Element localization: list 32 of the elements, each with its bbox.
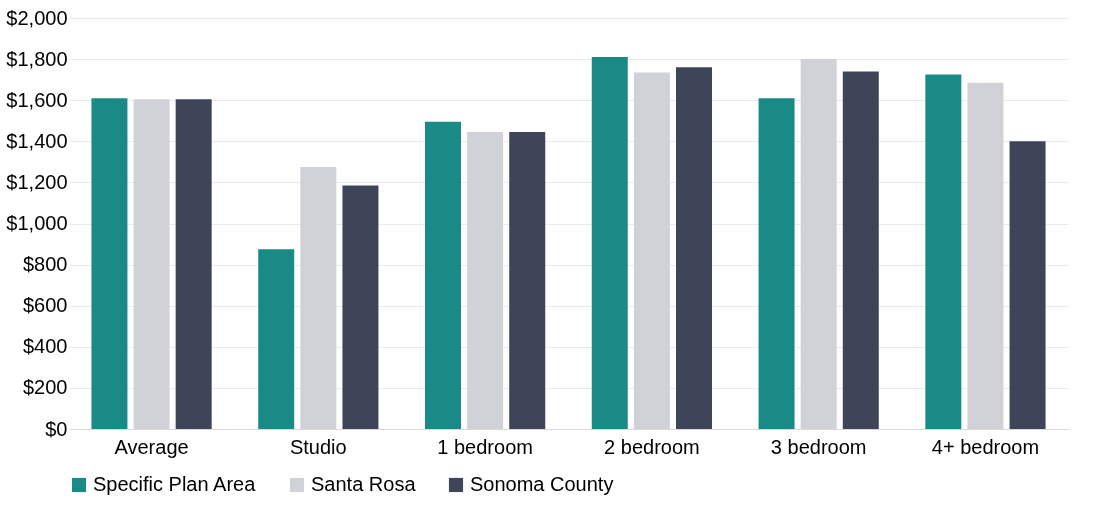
bar [758, 98, 795, 429]
bar [842, 71, 879, 429]
bar [258, 249, 295, 429]
x-tick-label: Average [114, 435, 189, 458]
y-tick-label: $2,000 [6, 6, 68, 29]
y-tick-label: $1,000 [6, 212, 68, 234]
y-tick-label: $0 [45, 417, 68, 440]
y-tick-label: $600 [23, 294, 68, 317]
y-tick-label: $1,800 [6, 47, 68, 70]
x-tick-label: 4+ bedroom [931, 435, 1040, 458]
bar [342, 185, 379, 429]
legend-label: Sonoma County [470, 473, 614, 495]
y-tick-label: $400 [23, 335, 68, 358]
y-tick-label: $200 [23, 376, 68, 399]
bar [175, 99, 212, 429]
bar [509, 132, 546, 429]
bar [925, 74, 962, 429]
y-tick-label: $1,400 [6, 129, 68, 152]
bar [425, 121, 461, 429]
bar [591, 57, 628, 429]
bar [676, 67, 712, 429]
y-tick-label: $800 [23, 253, 68, 276]
y-tick-label: $1,600 [6, 88, 68, 111]
x-tick-label: Studio [289, 435, 347, 458]
x-tick-label: 2 bedroom [604, 435, 700, 458]
bar [91, 98, 128, 429]
legend-label: Specific Plan Area [93, 473, 257, 495]
x-tick-label: 3 bedroom [770, 435, 867, 458]
bar [1009, 141, 1046, 429]
x-tick-label: 1 bedroom [437, 435, 533, 458]
y-tick-label: $1,200 [6, 170, 68, 193]
legend-label: Santa Rosa [311, 473, 417, 495]
